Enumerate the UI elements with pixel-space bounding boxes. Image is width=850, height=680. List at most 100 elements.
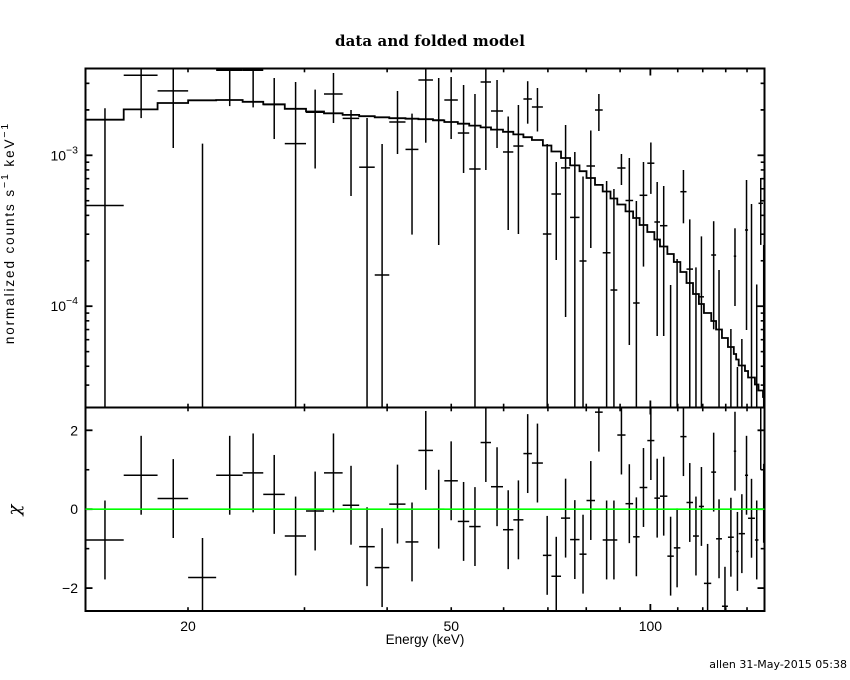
chi-point: [617, 407, 626, 475]
chi-point: [633, 497, 640, 577]
chi-point: [389, 464, 406, 544]
y-tick-label: 10−3: [50, 144, 78, 163]
axis-tick-labels: 20 50 100 10−3 10−4 −2 0 2: [50, 144, 662, 634]
chi-point: [716, 499, 722, 579]
data-point: [444, 77, 458, 140]
data-point: [711, 221, 717, 330]
chi-point: [711, 432, 717, 512]
data-point: [389, 90, 406, 154]
chi-point: [405, 502, 419, 582]
chi-point: [680, 407, 687, 477]
chi-point: [444, 441, 458, 521]
data-point: [654, 182, 660, 336]
data-point: [85, 108, 124, 408]
data-point: [123, 68, 158, 119]
spectrum-data-series: [85, 68, 765, 408]
data-point: [758, 178, 763, 245]
data-point: [490, 80, 503, 148]
chi-point: [551, 536, 562, 611]
chi-point: [744, 435, 749, 515]
chi-point: [579, 514, 587, 594]
data-point: [625, 158, 634, 345]
data-point: [570, 151, 580, 408]
x-tick-label: 20: [180, 618, 196, 634]
data-point: [324, 72, 343, 123]
chi-point: [659, 456, 668, 536]
data-point: [359, 117, 375, 408]
chi-point: [748, 478, 755, 558]
chi-tick-label: −2: [62, 580, 78, 596]
chi-tick-label: 2: [70, 422, 78, 438]
x-axis-label: Energy (keV): [386, 632, 465, 647]
data-point: [647, 142, 655, 194]
chi-point: [469, 487, 481, 567]
data-point: [480, 68, 491, 170]
data-point: [744, 180, 749, 330]
chi-point: [157, 459, 189, 538]
data-point: [469, 94, 481, 408]
data-point: [617, 154, 626, 185]
plot-frame: [84, 67, 766, 612]
chi-point: [721, 566, 728, 611]
chi-point: [374, 528, 390, 608]
chi-point: [647, 407, 655, 481]
chi-point: [480, 407, 491, 482]
data-point: [686, 219, 694, 408]
data-point: [733, 228, 737, 306]
chi-point: [736, 511, 739, 591]
data-point: [531, 88, 543, 132]
data-point: [579, 176, 587, 408]
chi-point: [188, 538, 217, 611]
y-tick-label: 10−4: [50, 295, 78, 314]
data-point: [551, 162, 562, 260]
chi-point: [738, 494, 745, 574]
data-point: [405, 113, 419, 235]
model-histogram-path: [85, 99, 765, 398]
chi-point: [758, 407, 763, 470]
chi-point: [625, 464, 634, 544]
chi-point: [673, 508, 681, 588]
data-point: [698, 236, 704, 408]
chi-point: [324, 433, 343, 513]
chi-point: [418, 410, 433, 490]
x-tick-label: 50: [443, 618, 459, 634]
chi-point: [242, 433, 264, 513]
data-point: [602, 181, 611, 408]
x-tick-label: 100: [639, 618, 663, 634]
data-point: [306, 89, 325, 169]
data-point: [457, 85, 470, 173]
chi-point: [703, 543, 712, 611]
residual-data-series: [85, 407, 765, 611]
chi-point: [123, 435, 158, 515]
data-point: [263, 78, 285, 140]
data-point: [542, 144, 552, 408]
chi-point: [686, 463, 694, 542]
data-point: [374, 144, 390, 408]
chi-point: [570, 500, 580, 580]
chi-point: [359, 507, 375, 587]
chi-point: [602, 500, 611, 580]
data-point: [284, 82, 307, 408]
axis-ticks: [85, 68, 765, 611]
chi-point: [542, 515, 552, 595]
data-point: [610, 189, 618, 408]
data-point: [633, 201, 640, 408]
chi-point: [306, 471, 325, 551]
data-point: [157, 68, 189, 148]
y-axis-label-counts: normalized counts s−1 keV−1: [0, 122, 17, 344]
chi-point: [457, 481, 470, 561]
data-point: [659, 186, 668, 336]
chi-point: [531, 423, 543, 503]
chi-point: [523, 414, 532, 494]
timestamp-footer: allen 31-May-2015 05:38: [709, 658, 847, 671]
chi-point: [595, 407, 603, 452]
chi-point: [667, 516, 674, 596]
data-point: [595, 94, 603, 131]
chi-point: [654, 458, 660, 538]
chi-point: [342, 465, 360, 545]
data-point: [639, 162, 648, 267]
y-axis-label-chi: χ: [4, 503, 25, 517]
chi-point: [610, 500, 618, 580]
chi-point: [513, 480, 524, 560]
chi-point: [502, 490, 514, 570]
